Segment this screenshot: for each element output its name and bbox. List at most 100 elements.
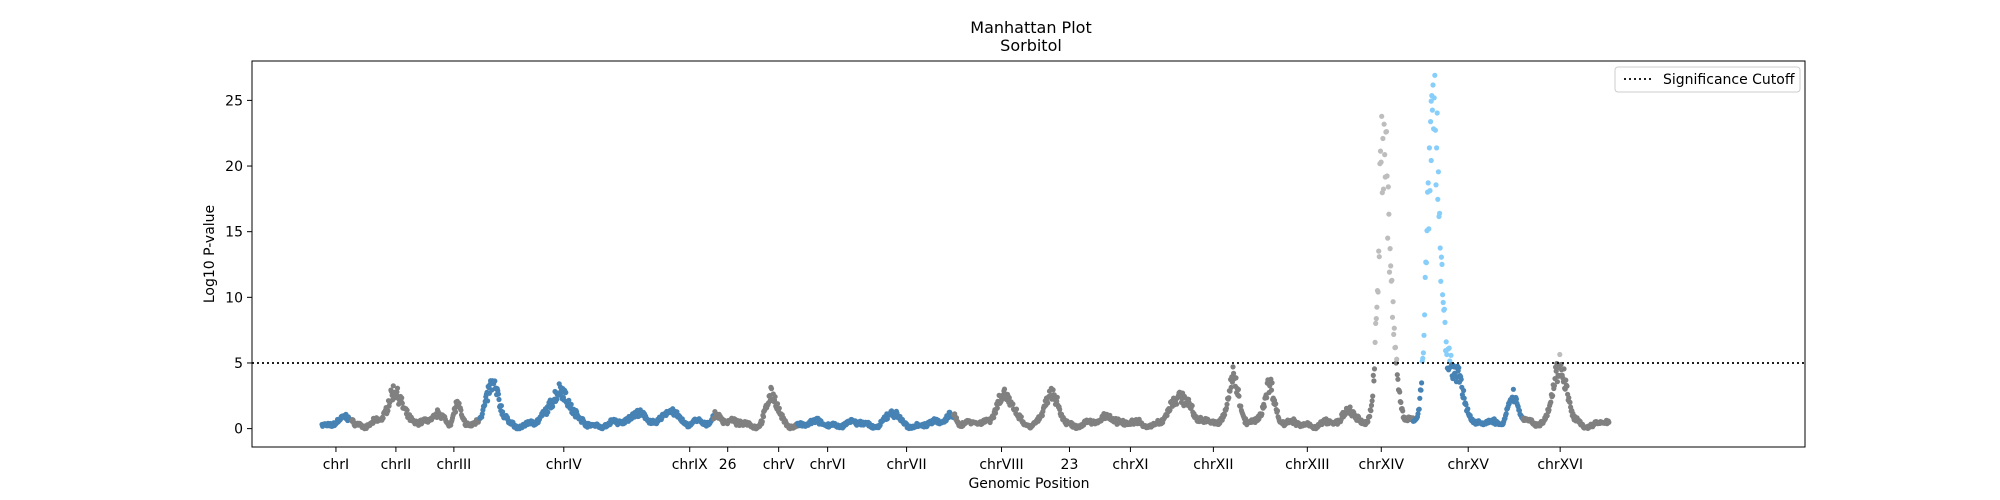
y-tick-label: 5 [234,356,243,372]
data-point [1428,98,1434,104]
x-tick-label: 26 [719,457,737,473]
data-point [1428,119,1434,125]
x-tick-label: chrIII [437,457,472,473]
data-point [1238,403,1244,409]
x-tick-label: chrXI [1112,457,1148,473]
data-point [1443,339,1449,345]
data-point [1226,395,1232,401]
data-point [1439,261,1445,267]
data-point [385,408,391,414]
data-point [545,409,551,415]
data-point [1416,406,1422,412]
data-point [1548,399,1554,405]
data-point [1430,82,1436,88]
data-point [884,416,891,422]
y-tick-label: 0 [234,422,243,438]
data-point [1513,396,1519,402]
data-point [1388,263,1394,269]
data-point [1228,384,1234,390]
y-tick-label: 10 [225,290,243,306]
data-point [1385,184,1391,190]
data-point [774,401,781,407]
data-point [1378,159,1384,165]
data-point [1368,408,1374,414]
data-point [1431,95,1437,101]
data-point [1391,325,1397,331]
data-point [1233,375,1239,381]
data-point [1382,152,1388,158]
data-point [768,386,775,392]
data-point [1563,377,1569,383]
data-point [1236,393,1242,399]
data-point [1461,395,1467,401]
data-point [1561,366,1567,372]
data-point [1376,248,1382,254]
data-point [1390,299,1396,305]
data-point [1553,368,1559,374]
data-point [1054,394,1060,400]
legend: Significance Cutoff [1614,66,1801,93]
data-point [1395,376,1401,382]
data-point [1261,404,1267,410]
y-tick-label: 25 [225,93,243,109]
data-point [399,400,405,406]
data-point [394,385,401,391]
data-point [1371,366,1378,372]
data-point [1435,196,1441,202]
data-point [1235,386,1241,393]
x-tick-label: chrIV [546,457,582,473]
data-point [1394,372,1400,378]
data-point [1380,186,1387,192]
data-point [1557,351,1563,358]
data-point [563,389,569,396]
data-point [1550,393,1556,399]
data-point [1380,135,1386,142]
data-point [1259,411,1265,417]
data-point [1381,121,1387,127]
data-point [452,409,459,415]
chart-subtitle: Sorbitol [1000,36,1062,55]
data-point [1389,277,1395,283]
data-point [1606,419,1612,425]
data-point [1018,414,1024,420]
data-point [772,394,778,400]
data-point [380,415,386,421]
data-point [1551,383,1557,389]
data-point [1456,365,1462,371]
data-point [1372,339,1378,345]
data-point [1435,169,1441,175]
data-point [1428,157,1434,164]
y-axis: 0 5 10 15 20 25 [225,93,252,438]
data-point [399,395,405,401]
data-point [1420,350,1426,356]
data-point [1264,395,1270,401]
data-point [1385,235,1391,241]
data-point [1425,180,1431,186]
y-axis-label: Log10 P-value [202,205,218,303]
data-point [390,383,396,389]
data-point [1463,402,1469,408]
data-point [1370,393,1376,399]
data-point [1433,182,1439,188]
data-point [1010,401,1016,407]
plot-frame [251,60,1806,448]
data-point [1347,404,1353,410]
data-point [1394,356,1400,362]
x-tick-label: chrV [763,457,795,473]
data-point [760,414,767,420]
data-point [404,407,410,413]
data-point [1392,344,1399,350]
data-point [1373,316,1379,322]
data-point [1465,406,1471,412]
y-tick-label: 20 [225,159,243,175]
data-point [495,391,501,397]
data-point [1230,364,1236,370]
data-point [1429,107,1435,113]
data-point [1446,345,1452,351]
data-point [1419,380,1425,386]
data-point [1001,386,1008,392]
data-point [1510,386,1516,392]
data-point [1174,401,1180,407]
data-point [1418,387,1424,393]
data-point [1368,402,1375,408]
